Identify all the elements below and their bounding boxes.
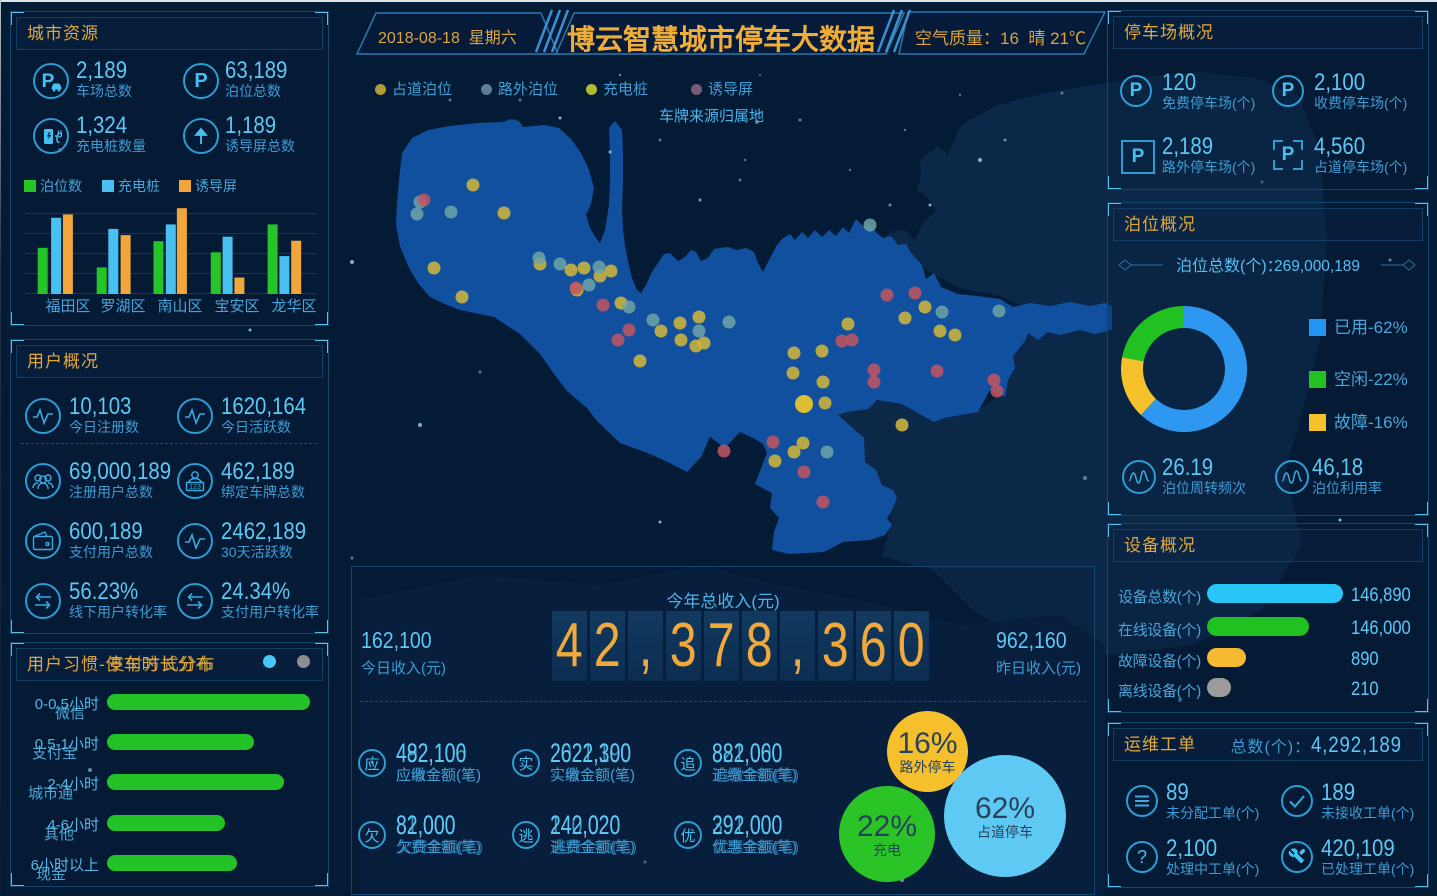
svg-text:泊位总数(个)：: 泊位总数(个)： (1176, 257, 1283, 275)
svg-text:充电桩: 充电桩 (118, 178, 160, 194)
svg-text:诱导屏: 诱导屏 (195, 178, 237, 194)
svg-text:泊位数: 泊位数 (40, 178, 82, 194)
svg-text:P: P (42, 71, 55, 92)
svg-text:罗湖区: 罗湖区 (100, 298, 145, 315)
svg-text:龙华区: 龙华区 (271, 298, 316, 315)
svg-text:福田区: 福田区 (45, 298, 90, 315)
svg-text:已用-62%: 已用-62% (1334, 318, 1408, 337)
svg-text:南山区: 南山区 (157, 298, 202, 315)
svg-text:宝安区: 宝安区 (214, 298, 259, 315)
svg-text:123: 123 (189, 484, 201, 491)
svg-text:故障-16%: 故障-16% (1334, 413, 1408, 432)
svg-text:空闲-22%: 空闲-22% (1334, 370, 1408, 389)
svg-text:269,000,189: 269,000,189 (1274, 258, 1360, 275)
